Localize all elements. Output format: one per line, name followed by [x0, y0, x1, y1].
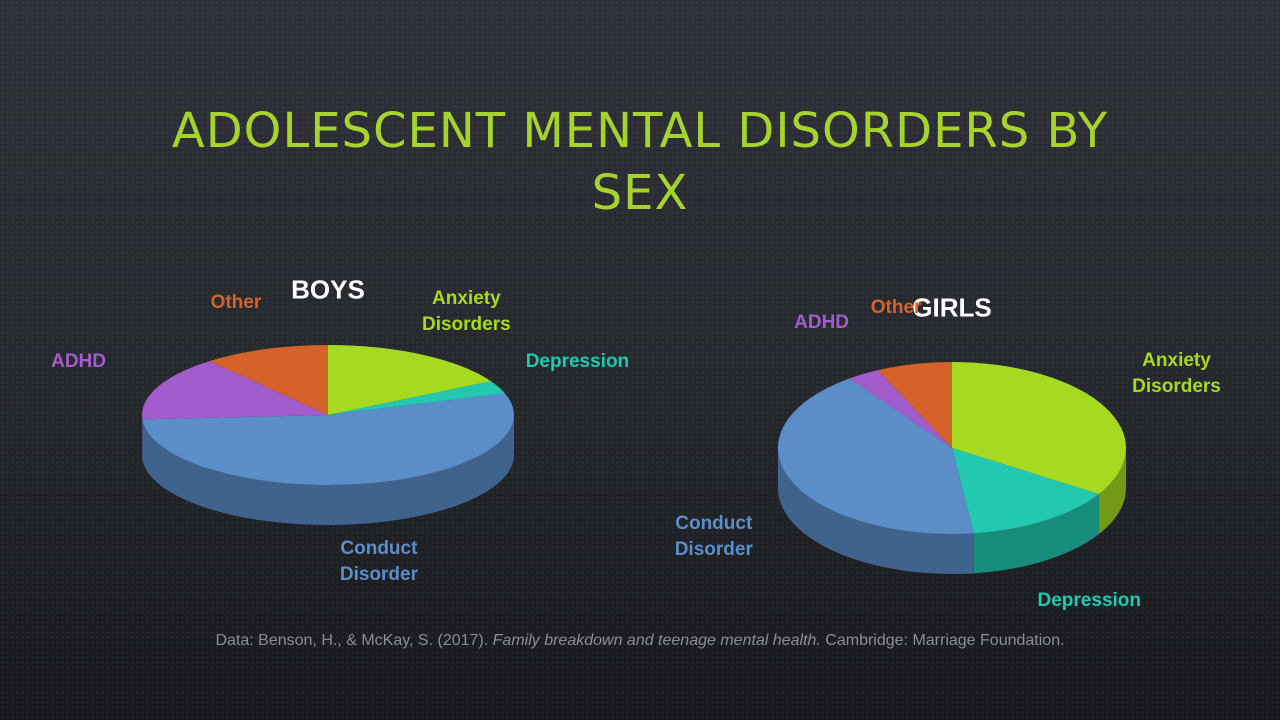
legend-label: Other — [210, 291, 262, 313]
chart-title: GIRLS — [912, 292, 992, 323]
pie-side — [778, 448, 974, 574]
pie-slice — [778, 378, 974, 534]
legend-label: ADHD — [51, 350, 106, 372]
source-italic: Family breakdown and teenage mental heal… — [492, 632, 821, 649]
pie-slice — [849, 370, 952, 448]
legend-label: Conduct Disorder — [339, 537, 418, 585]
pie-slice — [952, 362, 1126, 495]
legend-label: Anxiety Disorders — [421, 287, 511, 335]
legend-label: Depression — [525, 350, 630, 372]
pie-slice — [142, 361, 328, 420]
chart-title: BOYS — [291, 274, 365, 305]
pie-slice — [142, 393, 515, 486]
pie-side — [142, 415, 514, 525]
slide-title: ADOLESCENT MENTAL DISORDERS BY SEX — [171, 103, 1109, 221]
legend-label: Conduct Disorder — [674, 513, 753, 561]
legend-label: Other — [870, 296, 922, 318]
source-text: Cambridge: Marriage Foundation. — [825, 632, 1065, 649]
pie-slice — [209, 345, 328, 415]
pie-side — [1098, 448, 1126, 535]
pie-side — [973, 494, 1099, 574]
legend-label: ADHD — [794, 312, 850, 334]
pie-slice — [877, 362, 952, 448]
legend-label: Depression — [1037, 589, 1141, 611]
source: Data: Benson, H., & McKay, S. (2017). Fa… — [0, 632, 1280, 650]
pie-slice — [328, 345, 491, 415]
source-text: Data: Benson, H., & McKay, S. (2017). — [215, 632, 489, 649]
legend-label: Anxiety Disorders — [1132, 349, 1221, 397]
pie-slice — [328, 381, 505, 415]
pie-slice — [952, 448, 1099, 534]
